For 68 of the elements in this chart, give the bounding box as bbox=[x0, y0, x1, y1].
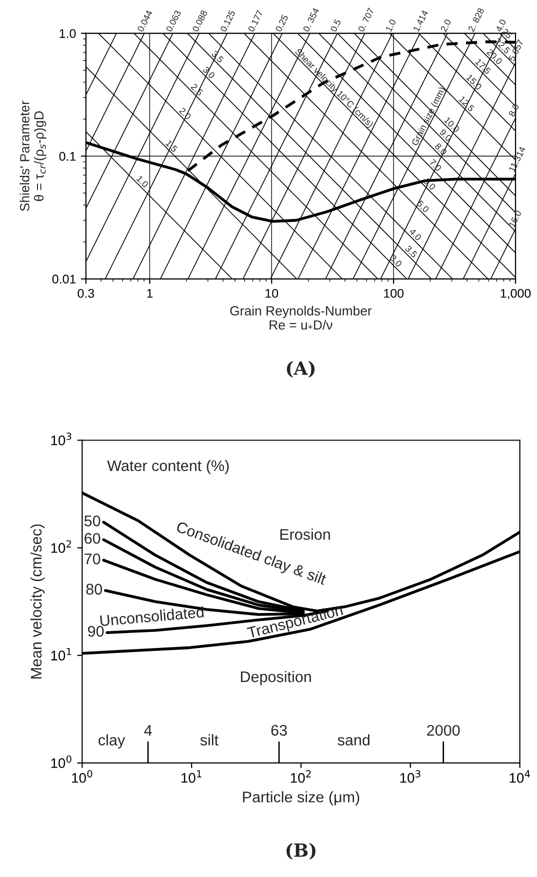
annotation: silt bbox=[200, 734, 218, 746]
annotation: 16.0 bbox=[508, 210, 522, 228]
annotation: 2.0 bbox=[440, 18, 452, 32]
annotation: 2.0 bbox=[178, 107, 192, 120]
annotation: 4.0 bbox=[408, 228, 422, 241]
x-tick-label: 10$^{3}$ bbox=[400, 770, 420, 783]
y-tick-label: 10$^{0}$ bbox=[51, 755, 72, 768]
text: (A) bbox=[286, 361, 315, 378]
annotation: 0.177 bbox=[248, 10, 264, 32]
series-label: 70 bbox=[84, 554, 100, 564]
x-axis-title: Grain Reynolds-Number Re = u$_{*}$D/ν bbox=[230, 306, 372, 330]
annotation: 6.0 bbox=[423, 178, 436, 190]
x-tick-label: 10$^{0}$ bbox=[72, 770, 92, 783]
annotation: 2. 828 bbox=[468, 8, 484, 32]
annotation: 0.5 bbox=[330, 18, 342, 32]
x-tick-label: 1,000 bbox=[500, 288, 531, 300]
annotation: 1.0 bbox=[136, 175, 149, 188]
annotation: 3.0 bbox=[202, 66, 216, 79]
y-tick-label: 10$^{1}$ bbox=[51, 648, 72, 660]
text: (B) bbox=[286, 843, 316, 860]
annotation: 8.0 bbox=[508, 104, 520, 117]
x-tick-label: 10$^{4}$ bbox=[510, 770, 530, 783]
annotation: 0.044 bbox=[137, 10, 153, 32]
y-tick-label: 0.1 bbox=[59, 152, 76, 161]
series-label: 50 bbox=[84, 516, 100, 526]
annotation: 8.0 bbox=[434, 142, 448, 156]
annotation: 3.5 bbox=[404, 245, 418, 258]
annotation: 7.0 bbox=[429, 158, 442, 172]
y-axis-title: Shields' Parameter θ = τ$_{cr}$/(ρ$_{s}$-ρ)gD bbox=[20, 100, 46, 212]
x-tick-label: 100 bbox=[384, 288, 404, 298]
x-tick-label: 10 bbox=[266, 288, 278, 298]
annotation: 5.0 bbox=[416, 200, 430, 213]
annotation: 0.088 bbox=[192, 10, 208, 32]
y-tick-label: 1.0 bbox=[60, 29, 76, 38]
annotation: 0. 707 bbox=[358, 8, 374, 32]
annotation: 1.414 bbox=[413, 10, 428, 32]
y-tick-label: 0.01 bbox=[52, 274, 76, 284]
annotation: 0.063 bbox=[166, 10, 182, 32]
annotation: 2.5 bbox=[190, 83, 204, 96]
x-axis-title: Particle size (μm) bbox=[243, 791, 360, 806]
x-tick-label: 1 bbox=[147, 289, 153, 298]
annotation: 0.25 bbox=[275, 14, 288, 32]
annotation: 0. 354 bbox=[302, 7, 320, 32]
annotation: 3.5 bbox=[211, 50, 224, 64]
ref-line-label: 4 bbox=[144, 725, 152, 736]
x-tick-label: 0.3 bbox=[78, 288, 94, 298]
y-tick-label: 10$^{2}$ bbox=[51, 540, 72, 553]
ref-line-label: 2000 bbox=[427, 724, 460, 736]
annotation: 1.5 bbox=[165, 140, 178, 152]
annotation: 12.5 bbox=[458, 96, 475, 112]
annotation: 0.125 bbox=[220, 10, 236, 32]
ref-line-label: 63 bbox=[271, 724, 287, 736]
annotation: Erosion bbox=[280, 528, 330, 540]
y-axis-title: Mean velocity (cm/sec) bbox=[30, 524, 45, 678]
annotation: Deposition bbox=[240, 670, 311, 686]
annotation: 5.657 bbox=[508, 39, 524, 62]
annotation: clay bbox=[98, 734, 126, 748]
annotation: 15.0 bbox=[466, 74, 482, 90]
annotation: sand bbox=[338, 734, 370, 746]
annotation: Water content (%) bbox=[107, 460, 229, 474]
series-label: 60 bbox=[84, 532, 100, 544]
annotation: 1.0 bbox=[385, 18, 396, 32]
y-tick-label: 10$^{3}$ bbox=[51, 432, 72, 446]
x-tick-label: 10$^{2}$ bbox=[290, 770, 311, 783]
annotation: Unconsolidated bbox=[100, 606, 204, 626]
series-label: 90 bbox=[88, 626, 104, 637]
x-tick-label: 10$^{1}$ bbox=[182, 770, 202, 783]
series-label: 80 bbox=[86, 584, 102, 595]
